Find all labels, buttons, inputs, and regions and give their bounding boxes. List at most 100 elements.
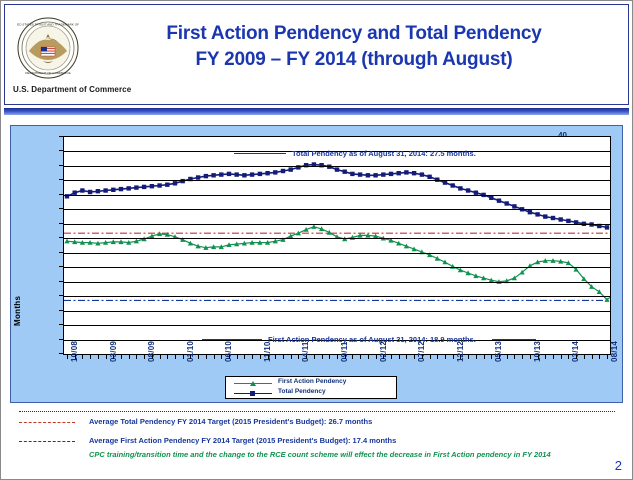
x-axis-tick-mark [476, 355, 477, 359]
data-point-marker [404, 170, 408, 174]
x-axis-tick-mark [75, 355, 76, 359]
x-axis-tick-mark [406, 355, 407, 359]
x-axis-tick-mark [584, 355, 585, 359]
x-axis-tick-mark [306, 355, 307, 359]
x-axis-tick-mark [214, 355, 215, 359]
data-point-marker [335, 167, 339, 171]
slide-header: UNITED STATES PATENT AND TRADEMARK OFFIC… [4, 4, 629, 105]
gridline [64, 253, 610, 254]
department-label: U.S. Department of Commerce [13, 85, 131, 94]
page-number: 2 [615, 458, 622, 473]
data-point-marker [451, 183, 455, 187]
x-axis-tick-mark [460, 355, 461, 359]
x-axis-tick-mark [414, 355, 415, 359]
data-point-marker [343, 170, 347, 174]
footnote-divider [19, 411, 615, 412]
x-axis-tick-mark [260, 355, 261, 359]
footnote-text-3: CPC training/transition time and the cha… [89, 450, 551, 459]
data-point-marker [273, 170, 277, 174]
x-axis-tick-mark [522, 355, 523, 359]
dash-dot-sample-blue [19, 441, 75, 442]
header-divider-bar [4, 108, 629, 115]
chart-container: Months 40383634323028262422201816141210 … [10, 125, 623, 403]
data-point-marker [512, 204, 516, 208]
x-axis-tick-mark [106, 355, 107, 359]
x-axis-tick-mark [592, 355, 593, 359]
legend-label-total-pendency: Total Pendency [278, 388, 326, 395]
x-axis-tick-mark [453, 355, 454, 359]
data-point-marker [103, 188, 107, 192]
data-point-marker [559, 217, 563, 221]
x-axis-tick-mark [275, 355, 276, 359]
data-point-marker [127, 186, 131, 190]
data-point-marker [505, 201, 509, 205]
x-axis-tick-mark [244, 355, 245, 359]
data-point-marker [381, 172, 385, 176]
x-axis-tick-mark [607, 355, 608, 359]
data-point-marker [250, 172, 254, 176]
x-axis-tick-mark [538, 355, 539, 359]
gridline [64, 267, 610, 268]
x-axis-tick-mark [468, 355, 469, 359]
x-axis-tick-mark [82, 355, 83, 359]
x-axis-tick-mark [430, 355, 431, 359]
x-axis-tick-mark [298, 355, 299, 359]
triangle-marker-icon [250, 381, 256, 386]
data-point-marker [227, 172, 231, 176]
x-axis-tick-mark [545, 355, 546, 359]
slide: UNITED STATES PATENT AND TRADEMARK OFFIC… [0, 0, 633, 480]
gridline [64, 325, 610, 326]
data-point-marker [142, 185, 146, 189]
data-point-marker [242, 173, 246, 177]
x-axis-tick-mark [129, 355, 130, 359]
data-point-marker [211, 173, 215, 177]
legend-label-first-action-pendency: First Action Pendency [278, 378, 346, 385]
x-axis-tick-mark [561, 355, 562, 359]
x-axis-tick-mark [360, 355, 361, 359]
data-point-marker [111, 188, 115, 192]
data-point-marker [366, 173, 370, 177]
x-axis-tick-mark [376, 355, 377, 359]
x-axis-tick-mark [399, 355, 400, 359]
data-point-marker [397, 171, 401, 175]
x-axis-tick-mark [514, 355, 515, 359]
data-point-marker [466, 188, 470, 192]
data-point-marker [543, 214, 547, 218]
x-axis-tick-mark [368, 355, 369, 359]
data-point-marker [96, 189, 100, 193]
x-axis-tick-mark [599, 355, 600, 359]
data-point-marker [373, 173, 377, 177]
gridline [64, 311, 610, 312]
data-point-marker [412, 171, 416, 175]
x-axis-tick-mark [268, 355, 269, 359]
x-axis-tick-mark [221, 355, 222, 359]
x-axis-tick-mark [175, 355, 176, 359]
y-axis-label: Months [13, 314, 22, 326]
data-point-marker [528, 210, 532, 214]
series-line [67, 165, 607, 228]
x-axis-tick-mark [198, 355, 199, 359]
x-axis-tick-mark [484, 355, 485, 359]
x-axis-tick-mark [113, 355, 114, 359]
data-point-marker [551, 216, 555, 220]
data-point-marker [219, 172, 223, 176]
x-axis-tick-mark [322, 355, 323, 359]
data-point-marker [258, 172, 262, 176]
x-axis-tick-mark [283, 355, 284, 359]
data-point-marker [134, 185, 138, 189]
svg-text:DEPARTMENT OF COMMERCE: DEPARTMENT OF COMMERCE [25, 71, 70, 75]
x-axis-tick-mark [167, 355, 168, 359]
x-axis-tick-mark [291, 355, 292, 359]
x-axis-tick-mark [67, 355, 68, 359]
gridline [64, 209, 610, 210]
gridline [64, 224, 610, 225]
data-point-marker [235, 172, 239, 176]
total-pendency-annotation-leader [234, 153, 286, 154]
data-point-marker [196, 175, 200, 179]
x-axis-tick-mark [314, 355, 315, 359]
data-point-marker [204, 174, 208, 178]
data-point-marker [566, 219, 570, 223]
data-point-marker [311, 224, 316, 229]
data-point-marker [535, 212, 539, 216]
gridline [64, 238, 610, 239]
